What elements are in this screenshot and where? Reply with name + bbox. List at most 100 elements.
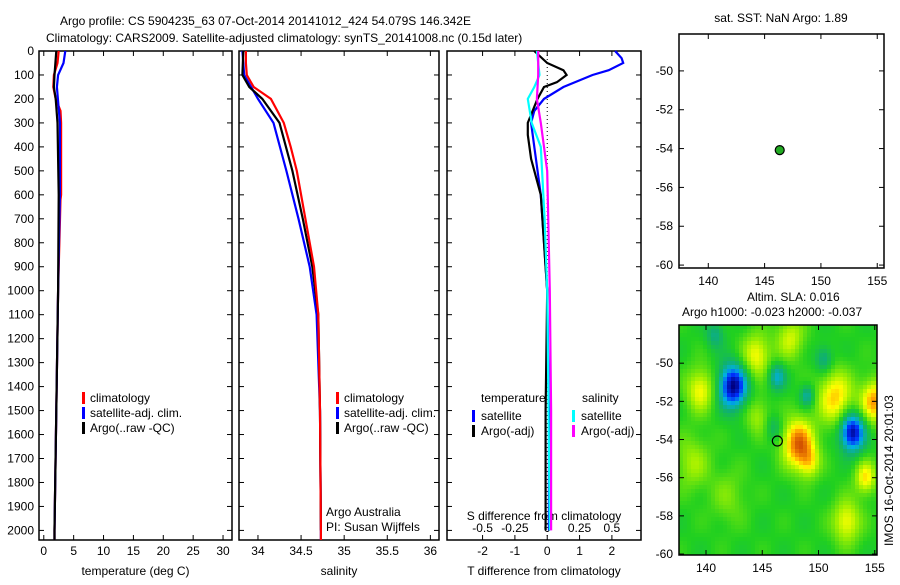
heatmap-cell	[859, 505, 863, 509]
heatmap-cell	[835, 525, 839, 529]
heatmap-cell	[731, 465, 735, 469]
heatmap-cell	[759, 517, 763, 521]
heatmap-cell	[687, 325, 691, 329]
heatmap-cell	[871, 545, 875, 549]
heatmap-cell	[683, 425, 687, 429]
heatmap-cell	[771, 457, 775, 461]
heatmap-cell	[779, 325, 783, 329]
heatmap-cell	[779, 553, 783, 555]
heatmap-cell	[811, 497, 815, 501]
heatmap-cell	[867, 365, 871, 369]
heatmap-cell	[843, 325, 847, 329]
heatmap-cell	[703, 473, 707, 477]
heatmap-cell	[763, 445, 767, 449]
heatmap-cell	[731, 493, 735, 497]
heatmap-cell	[859, 437, 863, 441]
heatmap-cell	[795, 437, 799, 441]
heatmap-cell	[795, 381, 799, 385]
heatmap-cell	[871, 461, 875, 465]
heatmap-cell	[735, 393, 739, 397]
heatmap-cell	[859, 469, 863, 473]
heatmap-cell	[739, 497, 743, 501]
heatmap-cell	[699, 537, 703, 541]
heatmap-cell	[759, 477, 763, 481]
heatmap-cell	[875, 469, 877, 473]
heatmap-cell	[827, 365, 831, 369]
heatmap-cell	[783, 361, 787, 365]
heatmap-cell	[707, 381, 711, 385]
heatmap-cell	[871, 529, 875, 533]
heatmap-cell	[703, 481, 707, 485]
heatmap-cell	[823, 429, 827, 433]
heatmap-cell	[851, 533, 855, 537]
heatmap-cell	[723, 481, 727, 485]
heatmap-cell	[743, 513, 747, 517]
heatmap-cell	[751, 529, 755, 533]
heatmap-cell	[783, 465, 787, 469]
heatmap-cell	[847, 513, 851, 517]
heatmap-cell	[851, 373, 855, 377]
heatmap-cell	[727, 345, 731, 349]
legend-label: Argo(-adj)	[481, 424, 534, 438]
heatmap-cell	[731, 541, 735, 545]
heatmap-cell	[739, 505, 743, 509]
heatmap-cell	[867, 525, 871, 529]
heatmap-cell	[691, 401, 695, 405]
heatmap-cell	[779, 537, 783, 541]
heatmap-cell	[747, 389, 751, 393]
heatmap-cell	[691, 333, 695, 337]
heatmap-cell	[747, 493, 751, 497]
heatmap-cell	[759, 433, 763, 437]
heatmap-cell	[755, 521, 759, 525]
heatmap-cell	[679, 465, 683, 469]
heatmap-cell	[875, 405, 877, 409]
legend-swatch	[572, 425, 575, 437]
heatmap-cell	[687, 465, 691, 469]
heatmap-cell	[791, 333, 795, 337]
heatmap-cell	[679, 521, 683, 525]
heatmap-cell	[695, 501, 699, 505]
heatmap-cell	[867, 409, 871, 413]
heatmap-cell	[759, 377, 763, 381]
heatmap-cell	[867, 345, 871, 349]
heatmap-cell	[783, 549, 787, 553]
heatmap-cell	[791, 357, 795, 361]
heatmap-cell	[855, 437, 859, 441]
heatmap-cell	[823, 545, 827, 549]
heatmap-cell	[851, 525, 855, 529]
heatmap-cell	[783, 493, 787, 497]
heatmap-cell	[731, 357, 735, 361]
sst-map-title: sat. SST: NaN Argo: 1.89	[714, 11, 848, 25]
heatmap-cell	[775, 457, 779, 461]
heatmap-cell	[807, 465, 811, 469]
heatmap-cell	[815, 493, 819, 497]
heatmap-cell	[679, 397, 683, 401]
heatmap-cell	[755, 465, 759, 469]
heatmap-cell	[791, 457, 795, 461]
heatmap-cell	[863, 325, 867, 329]
heatmap-cell	[735, 345, 739, 349]
heatmap-cell	[787, 357, 791, 361]
heatmap-cell	[831, 509, 835, 513]
heatmap-cell	[775, 537, 779, 541]
heatmap-cell	[699, 449, 703, 453]
heatmap-cell	[839, 361, 843, 365]
heatmap-cell	[859, 413, 863, 417]
y-tick-label: 300	[14, 116, 34, 130]
heatmap-cell	[875, 521, 877, 525]
heatmap-cell	[823, 345, 827, 349]
heatmap-cell	[831, 357, 835, 361]
heatmap-cell	[755, 345, 759, 349]
heatmap-cell	[795, 545, 799, 549]
heatmap-cell	[751, 413, 755, 417]
heatmap-cell	[871, 437, 875, 441]
heatmap-cell	[699, 445, 703, 449]
heatmap-cell	[719, 481, 723, 485]
heatmap-cell	[723, 417, 727, 421]
heatmap-cell	[743, 501, 747, 505]
heatmap-cell	[783, 381, 787, 385]
heatmap-cell	[807, 445, 811, 449]
heatmap-cell	[795, 513, 799, 517]
heatmap-cell	[831, 421, 835, 425]
heatmap-cell	[739, 325, 743, 329]
